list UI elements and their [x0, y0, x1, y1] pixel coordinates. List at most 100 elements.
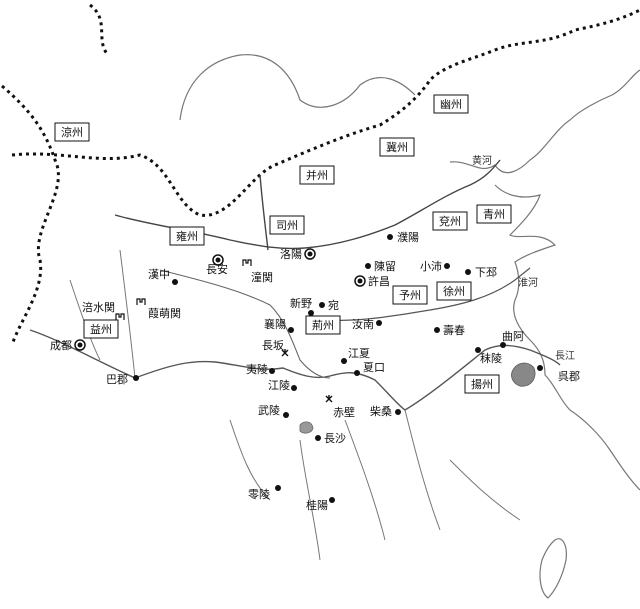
svg-text:曲阿: 曲阿: [502, 330, 524, 343]
province-xuzhou: 徐州: [436, 281, 472, 301]
province-bingzhou: 并州: [299, 165, 335, 185]
battle-chibi: 赤壁: [325, 395, 355, 419]
city-changsha: 長沙: [315, 432, 346, 445]
city-chaisang: 柴桑: [370, 404, 401, 418]
taiwan: [539, 538, 567, 599]
yellow-river: [114, 159, 501, 251]
dongting-lake: [299, 421, 314, 434]
svg-text:徐州: 徐州: [443, 284, 465, 298]
svg-text:襄陽: 襄陽: [264, 317, 286, 331]
svg-text:小沛: 小沛: [420, 259, 442, 273]
svg-text:冀州: 冀州: [386, 140, 408, 154]
svg-text:成都: 成都: [50, 339, 72, 352]
svg-text:潼関: 潼関: [251, 270, 273, 284]
svg-text:青州: 青州: [483, 208, 505, 221]
city-xiangyang: 襄陽: [264, 317, 294, 333]
han-river: [159, 269, 331, 379]
svg-text:揚州: 揚州: [471, 378, 493, 391]
svg-text:予州: 予州: [399, 289, 421, 302]
svg-text:長沙: 長沙: [324, 432, 346, 445]
svg-text:涼州: 涼州: [61, 125, 83, 139]
svg-text:宛: 宛: [328, 298, 339, 312]
svg-text:巴郡: 巴郡: [106, 373, 128, 386]
svg-text:司州: 司州: [276, 219, 298, 232]
svg-text:桂陽: 桂陽: [306, 498, 328, 512]
city-xinye: 新野: [290, 296, 314, 316]
city-luoyang: 洛陽: [280, 247, 316, 261]
svg-text:壽春: 壽春: [443, 323, 465, 337]
city-wan: 宛: [319, 298, 339, 312]
city-wuling: 武陵: [258, 404, 289, 418]
province-youzhou: 幽州: [433, 94, 469, 114]
pass-fushuiguan: 涪水関: [82, 300, 125, 320]
svg-text:柴桑: 柴桑: [370, 404, 392, 418]
city-xiaopei: 小沛: [420, 259, 450, 273]
svg-text:益州: 益州: [90, 322, 112, 336]
city-xuchang: 許昌: [354, 275, 390, 288]
yangtze-river: [29, 329, 561, 411]
city-xiakou: 夏口: [354, 361, 385, 376]
city-hanzhong: 漢中: [148, 268, 178, 285]
city-runan: 汝南: [352, 317, 382, 331]
svg-text:幽州: 幽州: [440, 98, 462, 111]
passes: 潼関 涪水関 葭萌関: [82, 259, 273, 320]
city-puyang: 濮陽: [387, 230, 419, 244]
svg-text:秣陵: 秣陵: [480, 351, 502, 365]
city-qua: 曲阿: [500, 330, 524, 348]
svg-text:許昌: 許昌: [368, 275, 390, 288]
svg-text:零陵: 零陵: [248, 488, 270, 501]
city-shouchun: 壽春: [434, 323, 465, 337]
svg-text:洛陽: 洛陽: [280, 247, 302, 261]
svg-text:荊州: 荊州: [312, 319, 334, 332]
svg-text:江陵: 江陵: [268, 379, 290, 392]
city-moling: 秣陵: [475, 347, 502, 365]
province-yongzhou: 雍州: [169, 226, 205, 246]
province-liangzhou: 涼州: [54, 122, 90, 142]
pass-tongguan: 潼関: [242, 259, 273, 284]
province-labels: 涼州 幽州 冀州 并州 司州 雍州 兗州 青州 予州 徐州 益州 荊州 揚州: [54, 94, 512, 394]
cities: 濮陽 陳留 小沛 下邳 漢中 新野 宛 汝南 壽春 襄陽 江夏 夏口 夷陵 江陵…: [106, 230, 580, 512]
city-yiling: 夷陵: [246, 363, 275, 376]
svg-text:涪水関: 涪水関: [82, 300, 115, 314]
province-jizhou: 冀州: [379, 137, 415, 157]
city-bajun: 巴郡: [106, 373, 139, 386]
battle-changban: 長坂: [262, 339, 289, 357]
city-chengdu: 成都: [50, 339, 86, 352]
city-guiyang: 桂陽: [306, 497, 335, 512]
svg-text:武陵: 武陵: [258, 404, 280, 417]
svg-text:陳留: 陳留: [374, 260, 396, 273]
frontier-line: [1, 3, 640, 346]
svg-text:漢中: 漢中: [148, 268, 170, 281]
river-labels: 黄河 淮河 長江: [472, 154, 575, 362]
province-yizhou: 益州: [83, 319, 119, 339]
province-yanzhou: 兗州: [432, 211, 468, 231]
svg-text:夏口: 夏口: [363, 361, 385, 374]
svg-text:雍州: 雍州: [176, 229, 198, 243]
province-qingzhou: 青州: [476, 204, 512, 224]
svg-text:汝南: 汝南: [352, 317, 374, 331]
city-jiangxia: 江夏: [341, 347, 370, 364]
province-yuzhou: 予州: [392, 285, 428, 305]
svg-text:葭萌関: 葭萌関: [148, 306, 181, 320]
city-xiapi: 下邳: [465, 266, 497, 279]
svg-text:赤壁: 赤壁: [333, 405, 355, 419]
svg-text:長坂: 長坂: [262, 339, 284, 352]
svg-text:長安: 長安: [206, 262, 228, 276]
province-sizhou: 司州: [269, 215, 305, 235]
city-jiangling: 江陵: [268, 379, 297, 392]
province-jingzhou: 荊州: [305, 315, 341, 335]
svg-text:兗州: 兗州: [439, 214, 461, 228]
svg-text:呉郡: 呉郡: [558, 370, 580, 383]
taihu-lake: [511, 362, 536, 387]
svg-text:濮陽: 濮陽: [397, 230, 419, 244]
svg-text:下邳: 下邳: [475, 266, 497, 279]
battle-sites: 長坂 赤壁: [262, 339, 355, 419]
svg-text:江夏: 江夏: [348, 347, 370, 360]
pass-jiamengguan: 葭萌関: [136, 298, 181, 320]
coastline: [179, 54, 640, 491]
river-label-yellow: 黄河: [472, 154, 492, 167]
city-changan: 長安: [206, 254, 228, 276]
svg-text:并州: 并州: [306, 168, 328, 182]
